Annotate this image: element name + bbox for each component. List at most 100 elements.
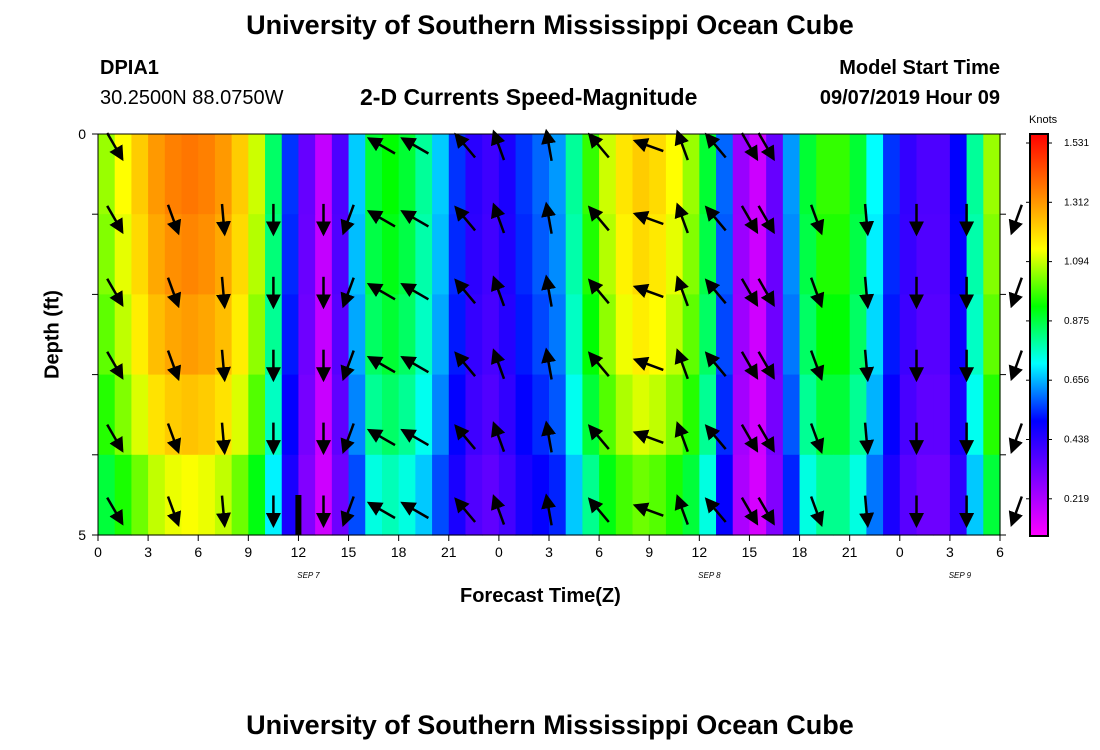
heatmap-cell: [599, 374, 617, 456]
model-start-value: 09/07/2019 Hour 09: [819, 87, 1000, 109]
heatmap-cell: [549, 134, 567, 215]
heatmap-cell: [916, 214, 934, 295]
current-vector: [491, 494, 506, 526]
heatmap-cell: [415, 134, 433, 215]
heatmap-cell: [916, 374, 934, 456]
current-vector: [340, 423, 355, 455]
heatmap-cell: [665, 374, 684, 456]
heatmap-cell: [665, 294, 684, 376]
current-vector: [809, 496, 825, 527]
heatmap-cell: [665, 214, 684, 295]
heatmap-cell: [398, 454, 416, 536]
heatmap-cell: [415, 294, 433, 376]
heatmap-cell: [949, 374, 968, 456]
heatmap-cell: [866, 454, 884, 536]
heatmap-cell: [398, 294, 416, 376]
heatmap-cell: [98, 134, 116, 215]
heatmap-cell: [816, 294, 834, 376]
heatmap-cell: [482, 294, 500, 376]
heatmap-cell: [816, 134, 834, 215]
heatmap-cell: [482, 454, 500, 536]
date-label: SEP 9: [949, 571, 972, 580]
current-vector: [454, 351, 477, 378]
current-vector: [400, 501, 430, 520]
heatmap-cell: [615, 454, 634, 536]
heatmap-cell: [799, 294, 817, 376]
current-vector: [366, 283, 396, 301]
current-vector: [490, 202, 506, 234]
heatmap-cell: [883, 294, 901, 376]
colorbar-tick-label: 1.531: [1064, 138, 1089, 149]
heatmap-cell: [883, 374, 901, 456]
current-vector: [1008, 277, 1023, 309]
x-tick-label: 3: [946, 544, 954, 560]
heatmap-cell: [615, 374, 634, 456]
heatmap-cell: [515, 454, 533, 536]
heatmap-cell: [298, 294, 316, 376]
heatmap-cell: [883, 214, 901, 295]
current-vector: [757, 132, 775, 162]
heatmap-cell: [799, 374, 817, 456]
current-vector: [400, 355, 430, 374]
x-tick-label: 9: [244, 544, 252, 560]
heatmap-cell: [231, 294, 249, 376]
heatmap-cell: [515, 374, 533, 456]
x-tick-label: 18: [792, 544, 808, 560]
current-vector: [757, 278, 775, 307]
current-vector: [704, 351, 727, 378]
heatmap-cell: [599, 214, 617, 295]
heatmap-cell: [632, 374, 650, 456]
heatmap-cell: [114, 134, 132, 215]
heatmap-cell: [532, 454, 550, 536]
heatmap-cell: [983, 454, 1001, 536]
current-vector: [340, 204, 355, 236]
heatmap-cell: [649, 214, 667, 295]
heatmap-cell: [899, 214, 918, 295]
heatmap-cell: [281, 214, 300, 295]
current-vector: [587, 424, 610, 450]
colorbar-tick-label: 0.438: [1064, 435, 1089, 446]
heatmap-cell: [498, 214, 517, 295]
heatmap-cell: [214, 294, 233, 376]
current-vector: [587, 205, 610, 232]
heatmap-cell: [198, 454, 216, 536]
heatmap-cell: [131, 454, 149, 536]
current-vector: [166, 277, 182, 309]
heatmap-cell: [131, 134, 149, 215]
current-vector: [490, 129, 506, 161]
current-vector: [740, 278, 759, 307]
heatmap-cell: [315, 134, 333, 215]
heatmap-cell: [298, 134, 316, 215]
heatmap-cell: [448, 134, 467, 215]
heatmap-cell: [315, 374, 333, 456]
heatmap-cell: [114, 294, 132, 376]
heatmap-cell: [114, 454, 132, 536]
current-vector: [632, 356, 664, 372]
current-vector: [454, 205, 477, 232]
current-vector: [216, 203, 231, 237]
heatmap-cell: [365, 134, 383, 215]
heatmap-cell: [98, 294, 116, 376]
heatmap-cell: [164, 214, 183, 295]
heatmap-cell: [465, 134, 483, 215]
heatmap-cell: [331, 294, 350, 376]
heatmap-cell: [966, 294, 984, 376]
current-vector: [740, 205, 759, 235]
current-vector: [400, 428, 430, 447]
heatmap-cell: [933, 454, 951, 536]
heatmap-cell: [265, 374, 283, 456]
current-vector: [1008, 423, 1023, 455]
heatmap-cell: [682, 294, 700, 376]
heatmap-cell: [682, 454, 700, 536]
current-vector: [541, 274, 556, 307]
current-vector: [490, 421, 506, 453]
heatmap-cell: [832, 454, 851, 536]
heatmap-cell: [415, 214, 433, 295]
heatmap-cell: [148, 294, 166, 376]
current-vector: [340, 496, 355, 527]
chart-subtitle: 2-D Currents Speed-Magnitude: [360, 84, 698, 110]
station-location: 30.2500N 88.0750W: [100, 87, 284, 109]
model-start-label: Model Start Time: [839, 57, 1000, 79]
heatmap-cell: [131, 294, 149, 376]
y-axis-label: Depth (ft): [41, 290, 64, 379]
